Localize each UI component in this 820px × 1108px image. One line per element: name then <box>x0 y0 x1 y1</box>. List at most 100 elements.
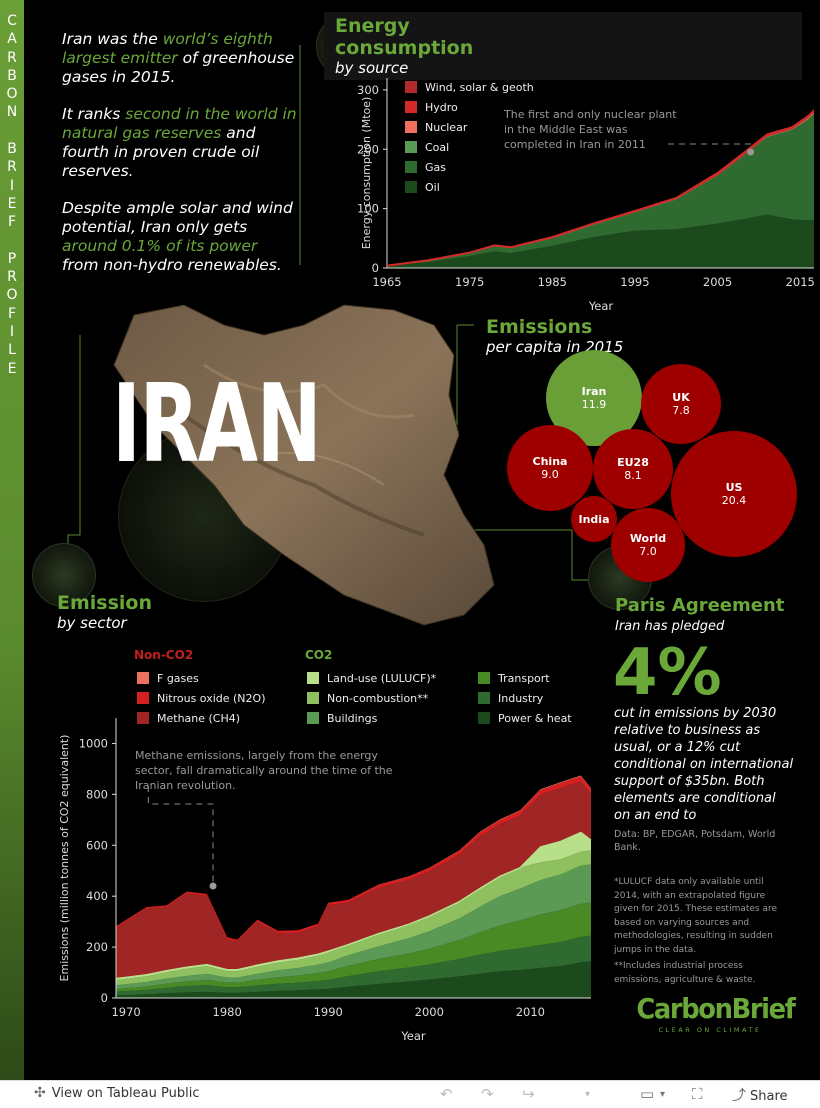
energy-legend-item: Hydro <box>405 101 458 114</box>
sidebar-letter: R <box>7 49 17 66</box>
bubble-name: World <box>629 532 667 545</box>
sidebar-letter: R <box>7 269 17 286</box>
tableau-toolbar: ✣ View on Tableau Public ↶ ↷ ↪ ▾ ▭ ▾ ⛶ ⤴ S… <box>0 1080 820 1108</box>
area-non-combustion- <box>116 850 591 986</box>
bubble-china: China 9.0 <box>507 425 593 511</box>
area-power-heat <box>116 961 591 998</box>
y-tick-label: 0 <box>101 991 108 1005</box>
paris-text: cut in emissions by 2030 relative to bus… <box>614 706 794 823</box>
y-tick-label: 300 <box>357 83 379 97</box>
bubble-uk: UK 7.8 <box>641 364 721 444</box>
x-tick-label: 1990 <box>314 1005 343 1019</box>
sidebar-letter: O <box>6 287 18 304</box>
sector-legend-item: Land-use (LULUCF)* <box>307 672 436 685</box>
bubble-value: 11.9 <box>581 398 607 411</box>
sidebar-letter: E <box>7 360 17 377</box>
y-tick-label: 800 <box>86 787 108 801</box>
connector-lines <box>67 45 624 581</box>
legend-co2-title: CO2 <box>305 648 333 662</box>
x-tick-label: 1970 <box>111 1005 140 1019</box>
revert-icon[interactable]: ↪ <box>522 1085 535 1103</box>
x-tick-label: 1980 <box>213 1005 242 1019</box>
x-axis-label: Year <box>400 1029 426 1043</box>
main-canvas: Iran was the world’s eighth largest emit… <box>24 0 820 1080</box>
legend-label: Wind, solar & geoth <box>425 81 534 94</box>
bubble-name: Iran <box>581 385 607 398</box>
sector-legend-item: Methane (CH4) <box>137 712 240 725</box>
energy-chart: 0 100 200 300 1965 1975 1985 1995 2005 2015 Year En… <box>357 78 814 313</box>
legend-swatch <box>405 141 417 153</box>
landuse-line <box>115 831 592 980</box>
share-button[interactable]: ⤴ Share <box>732 1088 788 1104</box>
paris-footnote-2: **Includes industrial process emissions,… <box>614 961 756 985</box>
x-axis-label: Year <box>588 299 614 313</box>
energy-annotation-dot <box>747 148 755 156</box>
paris-header: Paris Agreement <box>615 596 795 615</box>
bubble-name: China <box>532 455 568 468</box>
energy-legend-item: Oil <box>405 181 440 194</box>
sidebar-letter: O <box>6 86 18 103</box>
area-nitrous-oxide-n2o- <box>116 776 591 942</box>
y-tick-label: 100 <box>357 202 379 216</box>
bubble-us: US 20.4 <box>671 431 797 557</box>
legend-nonco2-title: Non-CO2 <box>134 648 194 662</box>
undo-icon[interactable]: ↶ <box>440 1085 453 1103</box>
energy-header: Energy consumption by source <box>335 15 505 77</box>
area-gas <box>387 114 814 266</box>
sidebar-letter: F <box>7 214 17 231</box>
energy-legend-item: Nuclear <box>405 121 467 134</box>
x-tick-label: 2010 <box>516 1005 545 1019</box>
sidebar-letter: C <box>7 13 17 29</box>
legend-label: Coal <box>425 141 450 154</box>
bubble-name: EU28 <box>617 456 649 469</box>
legend-swatch <box>405 101 417 113</box>
x-tick-label: 2015 <box>786 275 814 289</box>
legend-swatch <box>137 672 149 684</box>
x-tick-label: 1965 <box>372 275 401 289</box>
map-title: IRAN <box>112 362 322 487</box>
energy-legend-item: Gas <box>405 161 446 174</box>
logo-name: CarbonBrief <box>636 992 796 1025</box>
sector-legend-item: Transport <box>478 672 550 685</box>
bubble-name: UK <box>672 391 690 404</box>
sidebar-letter: E <box>7 195 17 212</box>
legend-swatch <box>405 121 417 133</box>
energy-subtitle: by source <box>335 59 409 77</box>
legend-swatch <box>405 161 417 173</box>
legend-swatch <box>478 712 490 724</box>
fullscreen-icon[interactable]: ⛶ <box>692 1085 703 1103</box>
legend-swatch <box>307 712 319 724</box>
energy-annotation-leader <box>667 143 752 152</box>
device-preview-icon[interactable]: ▭ <box>640 1085 655 1103</box>
sector-legend-item: Power & heat <box>478 712 572 725</box>
legend-swatch <box>405 181 417 193</box>
tableau-icon: ✣ <box>34 1085 46 1101</box>
legend-swatch <box>137 712 149 724</box>
sidebar-letter: L <box>8 342 16 359</box>
legend-label: Industry <box>498 692 544 705</box>
y-tick-label: 0 <box>372 261 379 275</box>
y-axis-label: Emissions (million tonnes of CO2 equival… <box>58 735 71 982</box>
paris-title: Paris Agreement <box>615 595 785 616</box>
sector-title: Emission <box>57 592 152 614</box>
legend-swatch <box>137 692 149 704</box>
sidebar-letter: A <box>7 31 17 48</box>
revert-dropdown-icon[interactable]: ▾ <box>585 1089 591 1100</box>
view-on-tableau-link[interactable]: ✣ View on Tableau Public <box>34 1085 200 1101</box>
area-buildings <box>116 864 591 990</box>
energy-title: Energy consumption <box>335 15 474 59</box>
device-dropdown-icon[interactable]: ▾ <box>660 1089 666 1100</box>
sidebar-letter: I <box>9 324 15 341</box>
area-industry <box>116 935 591 996</box>
bubble-name: India <box>578 512 610 526</box>
emissions-pc-title: Emissions <box>486 316 593 338</box>
sidebar-letter: I <box>9 177 15 194</box>
sector-legend-item: Non-combustion** <box>307 692 428 705</box>
sidebar-letter: N <box>6 104 18 121</box>
energy-total-line <box>386 109 814 267</box>
sector-legend-item: Industry <box>478 692 543 705</box>
y-tick-label: 400 <box>86 889 108 903</box>
legend-swatch <box>478 672 490 684</box>
redo-icon[interactable]: ↷ <box>481 1085 494 1103</box>
